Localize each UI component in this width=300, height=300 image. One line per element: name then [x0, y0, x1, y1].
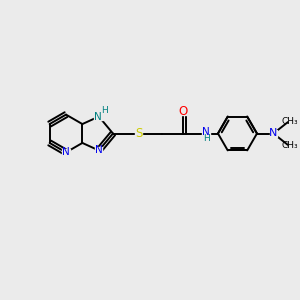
Bar	[95, 147, 103, 154]
Bar	[202, 130, 210, 137]
Text: O: O	[179, 105, 188, 119]
Text: N: N	[95, 146, 103, 155]
Text: N: N	[94, 112, 102, 122]
Bar	[62, 149, 70, 156]
Text: H: H	[101, 106, 108, 115]
Text: CH₃: CH₃	[281, 117, 298, 126]
Bar	[270, 130, 277, 137]
Bar	[135, 130, 142, 137]
Text: N: N	[62, 147, 70, 158]
Text: CH₃: CH₃	[281, 141, 298, 150]
Text: H: H	[203, 134, 210, 143]
Bar	[180, 109, 187, 115]
Text: N: N	[202, 127, 209, 137]
Text: N: N	[269, 128, 278, 139]
Bar	[94, 113, 103, 120]
Text: S: S	[135, 127, 142, 140]
